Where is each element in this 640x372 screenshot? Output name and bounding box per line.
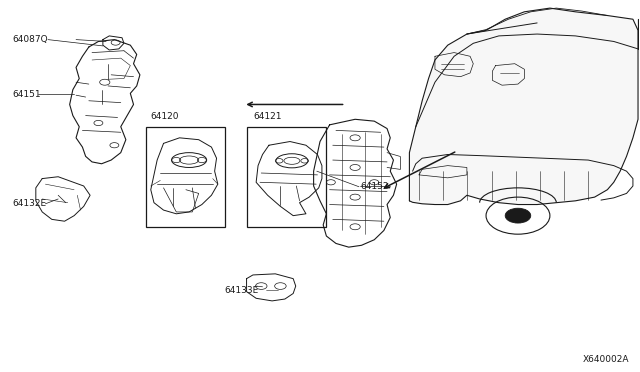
Bar	[147, 127, 225, 227]
Text: 64132E: 64132E	[12, 199, 46, 208]
Bar	[246, 127, 326, 227]
Text: X640002A: X640002A	[583, 355, 630, 364]
Text: 64152: 64152	[360, 182, 388, 191]
Text: 64151: 64151	[12, 90, 41, 99]
Polygon shape	[410, 8, 638, 205]
Text: 64133E: 64133E	[224, 286, 259, 295]
Text: 64121: 64121	[253, 112, 282, 121]
Circle shape	[505, 208, 531, 223]
Text: 64087Q: 64087Q	[12, 35, 48, 44]
Text: 64120: 64120	[150, 112, 179, 121]
